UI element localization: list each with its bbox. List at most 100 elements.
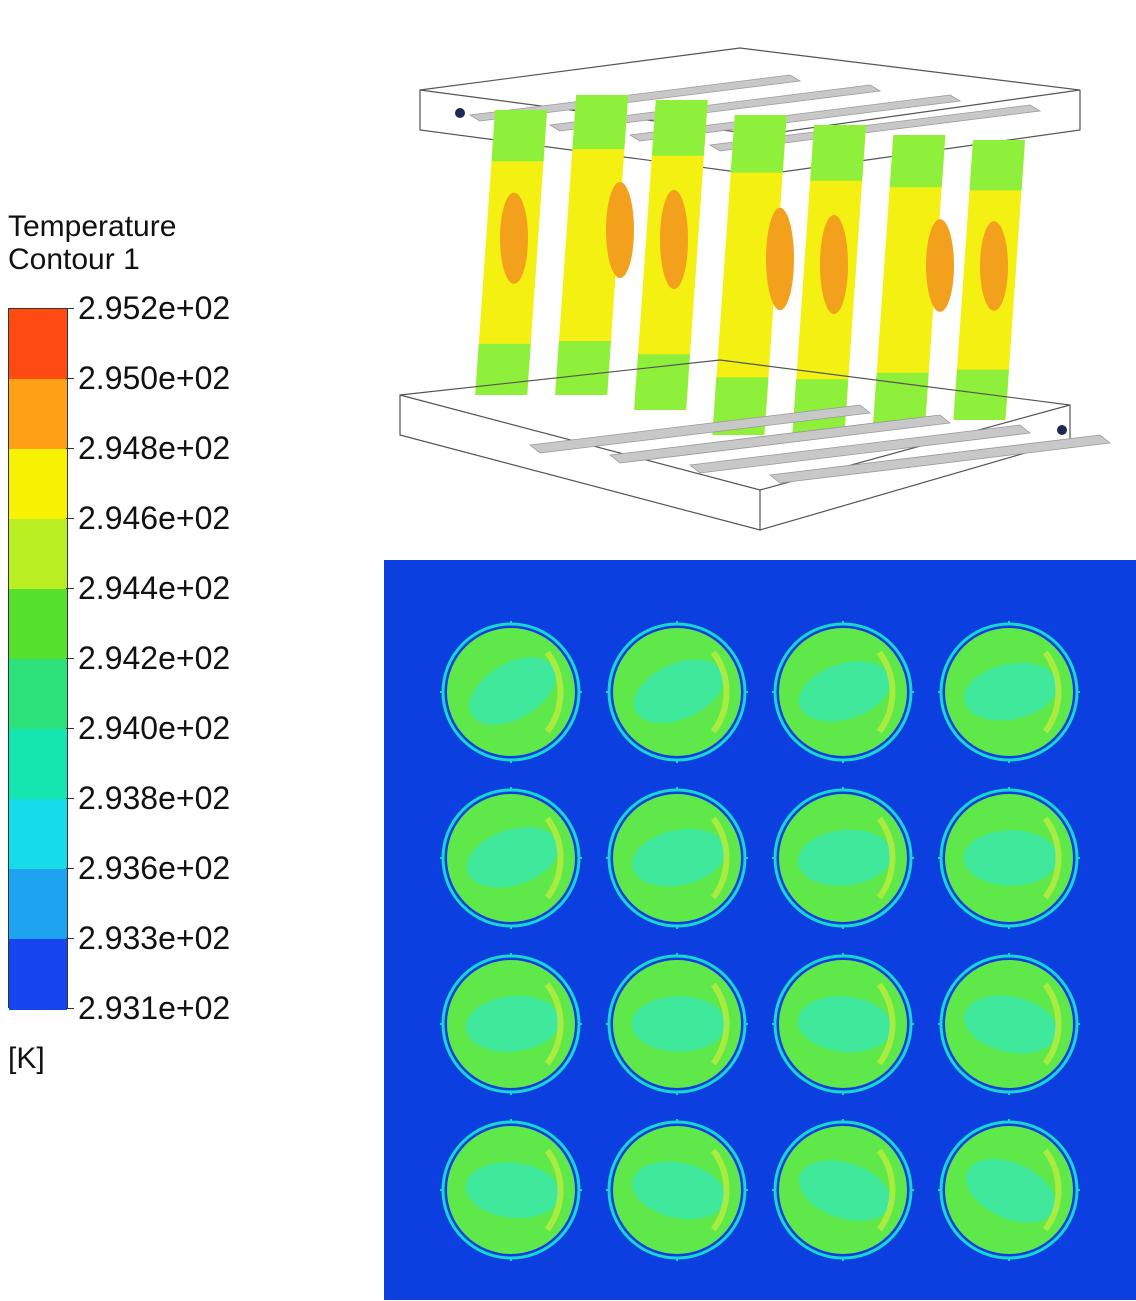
legend-title-line2: Contour 1 <box>8 243 140 276</box>
tick-mark <box>66 308 74 309</box>
cylinder-warm-edge <box>544 1148 564 1232</box>
tick-label: 2.948e+02 <box>78 430 231 466</box>
bottom-bar <box>529 404 871 454</box>
fin-bottom-zone <box>634 354 691 411</box>
cylinder-inner-zone <box>466 827 559 888</box>
tick-mark <box>66 728 74 729</box>
cylinder-section <box>938 953 1080 1095</box>
cylinder-warm-edge <box>544 816 564 900</box>
tick-mark <box>66 518 74 519</box>
inlet-port <box>455 108 465 118</box>
cylinder-section <box>938 787 1080 929</box>
cylinder-section <box>440 1119 582 1261</box>
top-view-contour <box>384 560 1136 1300</box>
fin-body <box>873 135 946 425</box>
color-bar <box>8 308 68 1010</box>
fin <box>475 110 548 396</box>
color-band <box>9 939 67 1010</box>
legend-title-line1: Temperature <box>8 210 177 243</box>
top-bar <box>708 104 1042 152</box>
tick-label: 2.938e+02 <box>78 780 231 816</box>
cylinder-inner-zone <box>465 1162 561 1219</box>
cylinder-warm-edge <box>544 650 564 734</box>
cylinder-section <box>440 621 582 763</box>
cylinder-warm-edge <box>1042 982 1062 1066</box>
cylinder-inner-zone <box>964 662 1058 721</box>
outlet-port <box>1057 425 1067 435</box>
cylinder-warm-edge <box>710 650 730 734</box>
tick-label: 2.942e+02 <box>78 640 231 676</box>
top-bar <box>628 94 962 142</box>
cylinder-section <box>606 787 748 929</box>
fin-hot-zone <box>926 219 954 312</box>
cylinder-inner-zone <box>632 828 726 887</box>
fin-top-zone <box>730 115 787 173</box>
cylinder-section <box>938 1119 1080 1261</box>
fin <box>953 140 1026 421</box>
cylinder-inner-zone <box>797 829 893 886</box>
fin <box>634 100 708 411</box>
cylinder-section <box>440 953 582 1095</box>
unit-label: [K] <box>8 1042 45 1075</box>
fin-bottom-zone <box>953 369 1009 421</box>
fin-hot-zone <box>500 192 528 284</box>
cylinder-warm-edge <box>1042 650 1062 734</box>
fin <box>873 135 954 425</box>
fin-hot-zone <box>980 221 1008 311</box>
cylinder-warm-edge <box>1042 1148 1062 1232</box>
cylinder-inner-zone <box>798 661 891 722</box>
tick-label: 2.940e+02 <box>78 710 231 746</box>
cylinder-warm-edge <box>544 982 564 1066</box>
cylinder-inner-zone <box>465 995 561 1052</box>
cylinder-section <box>772 1119 914 1261</box>
fin-top-zone <box>810 125 867 181</box>
fin-top-zone <box>889 135 946 188</box>
top-bar <box>548 84 882 132</box>
cylinder-inner-zone <box>633 659 724 724</box>
tick-mark <box>66 868 74 869</box>
tick-mark <box>66 588 74 589</box>
cylinder-section <box>606 1119 748 1261</box>
tick-label: 2.944e+02 <box>78 570 231 606</box>
color-band <box>9 519 67 590</box>
cylinder-section <box>938 621 1080 763</box>
top-bar <box>468 74 802 122</box>
cylinder-inner-zone <box>797 996 893 1053</box>
cylinder-warm-edge <box>710 816 730 900</box>
cylinder-warm-edge <box>876 650 896 734</box>
color-band <box>9 309 67 380</box>
color-band <box>9 729 67 800</box>
cylinder-inner-zone <box>963 830 1059 886</box>
cylinder-warm-edge <box>876 982 896 1066</box>
cylinder-inner-zone <box>798 1160 891 1221</box>
bottom-bar <box>689 424 1031 474</box>
tick-label: 2.936e+02 <box>78 850 231 886</box>
cylinder-inner-zone <box>964 995 1058 1054</box>
bottom-bar <box>609 414 951 464</box>
tick-label: 2.950e+02 <box>78 360 231 396</box>
tick-mark <box>66 938 74 939</box>
tick-label: 2.931e+02 <box>78 990 231 1026</box>
bottom-bar <box>769 434 1111 484</box>
cylinder-section <box>606 953 748 1095</box>
tick-mark <box>66 658 74 659</box>
color-band <box>9 449 67 520</box>
fin-top-zone <box>572 95 629 149</box>
tick-label: 2.952e+02 <box>78 290 231 326</box>
fin-hot-zone <box>606 182 634 278</box>
cylinder-section <box>440 787 582 929</box>
fin-bottom-zone <box>475 343 531 396</box>
tick-mark <box>66 378 74 379</box>
cylinder-warm-edge <box>876 816 896 900</box>
tick-label: 2.946e+02 <box>78 500 231 536</box>
color-band <box>9 589 67 660</box>
fin-bottom-zone <box>873 372 929 425</box>
tick-mark <box>66 1008 74 1009</box>
cylinder-warm-edge <box>1042 816 1062 900</box>
cylinder-warm-edge <box>710 1148 730 1232</box>
fin-top-zone <box>969 140 1026 191</box>
fin <box>555 95 634 395</box>
tick-mark <box>66 798 74 799</box>
fin-top-zone <box>491 110 548 162</box>
cylinder-section <box>772 953 914 1095</box>
